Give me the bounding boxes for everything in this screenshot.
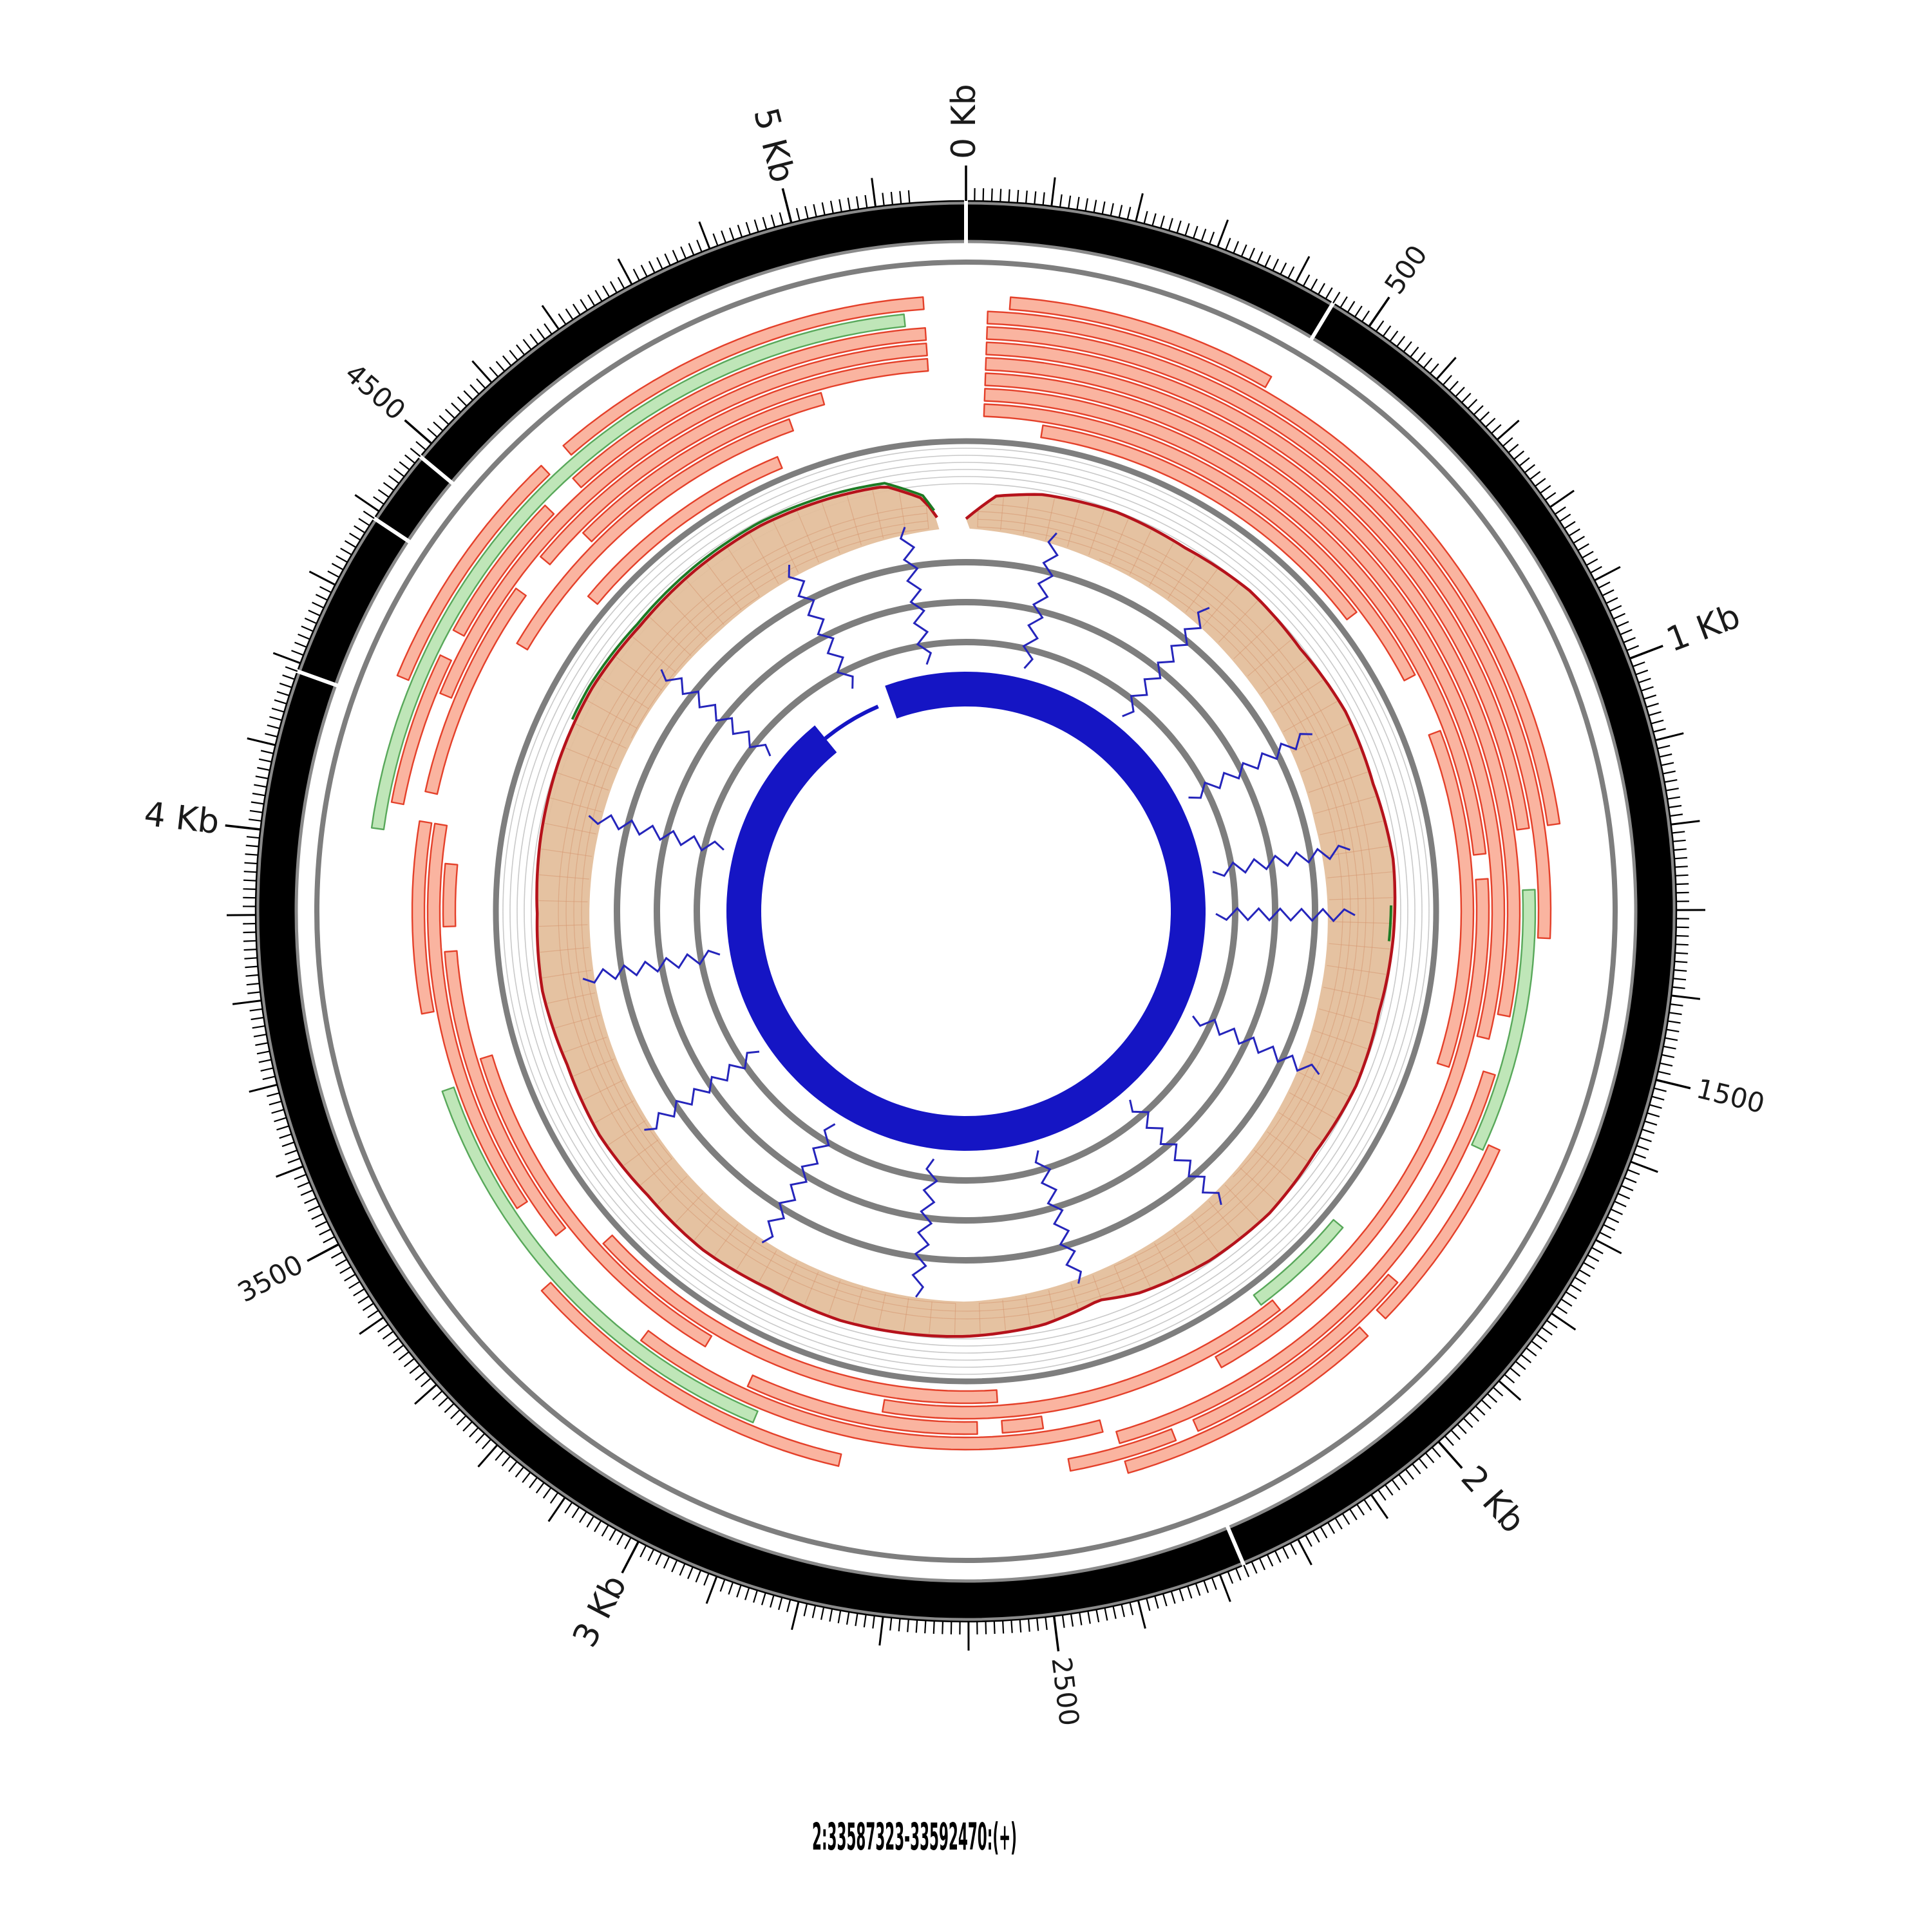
- svg-text:0 Kb: 0 Kb: [945, 84, 983, 159]
- reads-track: [370, 296, 1561, 1474]
- svg-text:1500: 1500: [1694, 1072, 1768, 1119]
- scale-ticks: [225, 166, 1706, 1652]
- transcript-ring: [726, 672, 1206, 1151]
- svg-text:3 Kb: 3 Kb: [565, 1569, 634, 1653]
- svg-text:2 Kb: 2 Kb: [1454, 1459, 1532, 1540]
- ideogram-ring: [254, 198, 1678, 1623]
- coverage-track: [535, 482, 1397, 1338]
- svg-text:2500: 2500: [1045, 1656, 1085, 1728]
- svg-text:500: 500: [1378, 240, 1434, 300]
- svg-text:4 Kb: 4 Kb: [142, 795, 222, 842]
- svg-text:1 Kb: 1 Kb: [1662, 597, 1745, 660]
- region-caption: 2:33587323-33592470:(+): [812, 1815, 1017, 1859]
- inner-axis-rings: [614, 559, 1318, 1264]
- svg-text:3500: 3500: [232, 1248, 308, 1308]
- coverage-grid-rings: [493, 438, 1439, 1385]
- svg-text:5 Kb: 5 Kb: [746, 104, 802, 187]
- junction-zigzag-marks: [582, 526, 1356, 1298]
- svg-text:4500: 4500: [339, 357, 412, 426]
